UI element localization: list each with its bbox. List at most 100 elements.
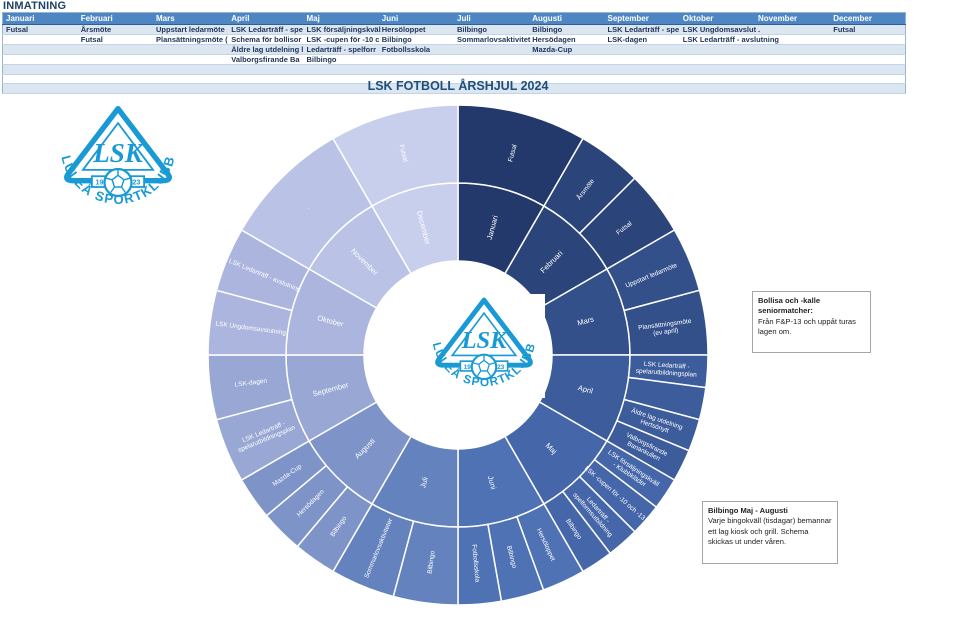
column-header[interactable]: Juli <box>454 12 530 25</box>
table-cell[interactable] <box>2 34 78 45</box>
table-cell[interactable]: Valborgsfirande Ba <box>228 54 304 65</box>
table-cell[interactable] <box>755 64 831 75</box>
table-cell[interactable] <box>77 64 153 75</box>
table-cell[interactable]: LSK Ungdomsavslut <box>679 24 756 35</box>
table-cell[interactable] <box>2 44 78 55</box>
table-cell[interactable] <box>2 83 78 94</box>
table-cell[interactable] <box>378 54 454 65</box>
table-cell[interactable]: Mazda-Cup <box>529 44 605 55</box>
table-cell[interactable] <box>454 64 530 75</box>
column-header[interactable]: December <box>830 12 906 25</box>
table-cell[interactable] <box>755 74 831 84</box>
table-cell[interactable] <box>529 64 605 75</box>
table-cell[interactable] <box>604 83 680 94</box>
sunburst-event-slice[interactable] <box>331 104 459 208</box>
table-cell[interactable] <box>679 83 755 94</box>
table-cell[interactable] <box>755 54 831 65</box>
table-cell[interactable] <box>604 74 680 84</box>
table-cell[interactable]: Ledarträff - spelforr <box>303 44 379 55</box>
table-cell[interactable] <box>454 83 530 94</box>
table-cell[interactable] <box>454 44 530 55</box>
table-cell[interactable] <box>153 54 229 65</box>
table-cell[interactable] <box>77 83 153 94</box>
table-cell[interactable] <box>604 44 680 55</box>
table-cell[interactable] <box>153 74 229 84</box>
table-cell[interactable]: Bilbingo <box>529 24 605 35</box>
table-cell[interactable]: Futsal <box>830 24 906 35</box>
column-header[interactable]: April <box>228 12 304 25</box>
table-cell[interactable] <box>604 54 680 65</box>
table-cell[interactable] <box>303 83 379 94</box>
table-cell[interactable]: Bilbingo <box>378 34 454 45</box>
table-cell[interactable]: Futsal <box>2 24 78 35</box>
club-logo-topleft[interactable] <box>55 104 181 216</box>
table-cell[interactable] <box>454 54 530 65</box>
table-cell[interactable]: . <box>755 24 831 35</box>
table-cell[interactable]: LSK -cupen för -10 c <box>303 34 379 45</box>
sunburst-chart[interactable]: FutsalJanuariÅrsmöteFutsalFebruariUppsta… <box>206 103 710 607</box>
table-cell[interactable]: LSK Ledarträff - avslutning <box>679 34 779 45</box>
column-header[interactable]: Oktober <box>679 12 755 25</box>
table-cell[interactable] <box>755 34 831 45</box>
table-cell[interactable]: Bilbingo <box>454 24 530 35</box>
note-bilbingo[interactable]: Bilbingo Maj - Augusti Varje bingokväll … <box>702 501 838 564</box>
table-cell[interactable]: Uppstart ledarmöte <box>153 24 229 35</box>
table-cell[interactable] <box>77 74 153 84</box>
column-header[interactable]: September <box>604 12 680 25</box>
table-cell[interactable] <box>679 44 755 55</box>
table-cell[interactable] <box>2 54 78 65</box>
table-cell[interactable]: LSK Ledarträff - spe <box>604 24 680 35</box>
table-cell[interactable] <box>679 64 755 75</box>
table-cell[interactable] <box>378 74 454 84</box>
table-cell[interactable]: Sommarlovsaktivitet <box>454 34 530 45</box>
table-cell[interactable]: Plansättningsmöte ( <box>153 34 229 45</box>
column-header[interactable]: Februari <box>77 12 153 25</box>
table-cell[interactable] <box>830 54 906 65</box>
table-cell[interactable] <box>454 74 530 84</box>
column-header[interactable]: Maj <box>303 12 379 25</box>
table-cell[interactable] <box>303 74 379 84</box>
table-cell[interactable] <box>830 74 906 84</box>
table-cell[interactable] <box>529 74 605 84</box>
table-cell[interactable] <box>679 54 755 65</box>
column-header[interactable]: November <box>755 12 831 25</box>
column-header[interactable]: Januari <box>2 12 78 25</box>
table-cell[interactable] <box>378 64 454 75</box>
table-cell[interactable]: LSK-dagen <box>604 34 680 45</box>
table-cell[interactable]: Hersöloppet <box>378 24 454 35</box>
chart-center-logo-box[interactable] <box>423 294 545 398</box>
table-cell[interactable] <box>153 64 229 75</box>
table-cell[interactable] <box>153 44 229 55</box>
table-cell[interactable] <box>153 83 229 94</box>
table-cell[interactable] <box>77 54 153 65</box>
table-cell[interactable] <box>303 64 379 75</box>
table-cell[interactable]: Bilbingo <box>303 54 379 65</box>
note-seniormatcher[interactable]: Bollisa och -kalle seniormatcher: Från F… <box>752 291 871 353</box>
table-cell[interactable] <box>755 83 831 94</box>
table-cell[interactable] <box>830 34 906 45</box>
table-cell[interactable] <box>679 74 755 84</box>
sheet-label[interactable]: INMATNING <box>3 0 67 12</box>
table-cell[interactable] <box>228 83 304 94</box>
table-cell[interactable]: Årsmöte <box>77 24 153 35</box>
table-cell[interactable] <box>604 64 680 75</box>
column-header[interactable]: Augusti <box>529 12 605 25</box>
table-cell[interactable] <box>529 83 605 94</box>
table-cell[interactable] <box>2 64 78 75</box>
table-cell[interactable] <box>228 64 304 75</box>
table-cell[interactable] <box>830 64 906 75</box>
table-cell[interactable]: Futsal <box>77 34 153 45</box>
table-cell[interactable]: LSK Ledarträff - spe <box>228 24 304 35</box>
table-cell[interactable] <box>228 74 304 84</box>
table-cell[interactable] <box>77 44 153 55</box>
column-header[interactable]: Juni <box>378 12 454 25</box>
table-cell[interactable]: LSK försäljningskväl <box>303 24 381 35</box>
table-cell[interactable]: Schema för bollisor <box>228 34 304 45</box>
table-cell[interactable] <box>378 83 454 94</box>
table-cell[interactable] <box>2 74 78 84</box>
table-cell[interactable] <box>529 54 605 65</box>
table-cell[interactable] <box>755 44 831 55</box>
table-cell[interactable] <box>830 44 906 55</box>
table-cell[interactable]: Äldre lag utdelning l <box>228 44 304 55</box>
column-header[interactable]: Mars <box>153 12 229 25</box>
